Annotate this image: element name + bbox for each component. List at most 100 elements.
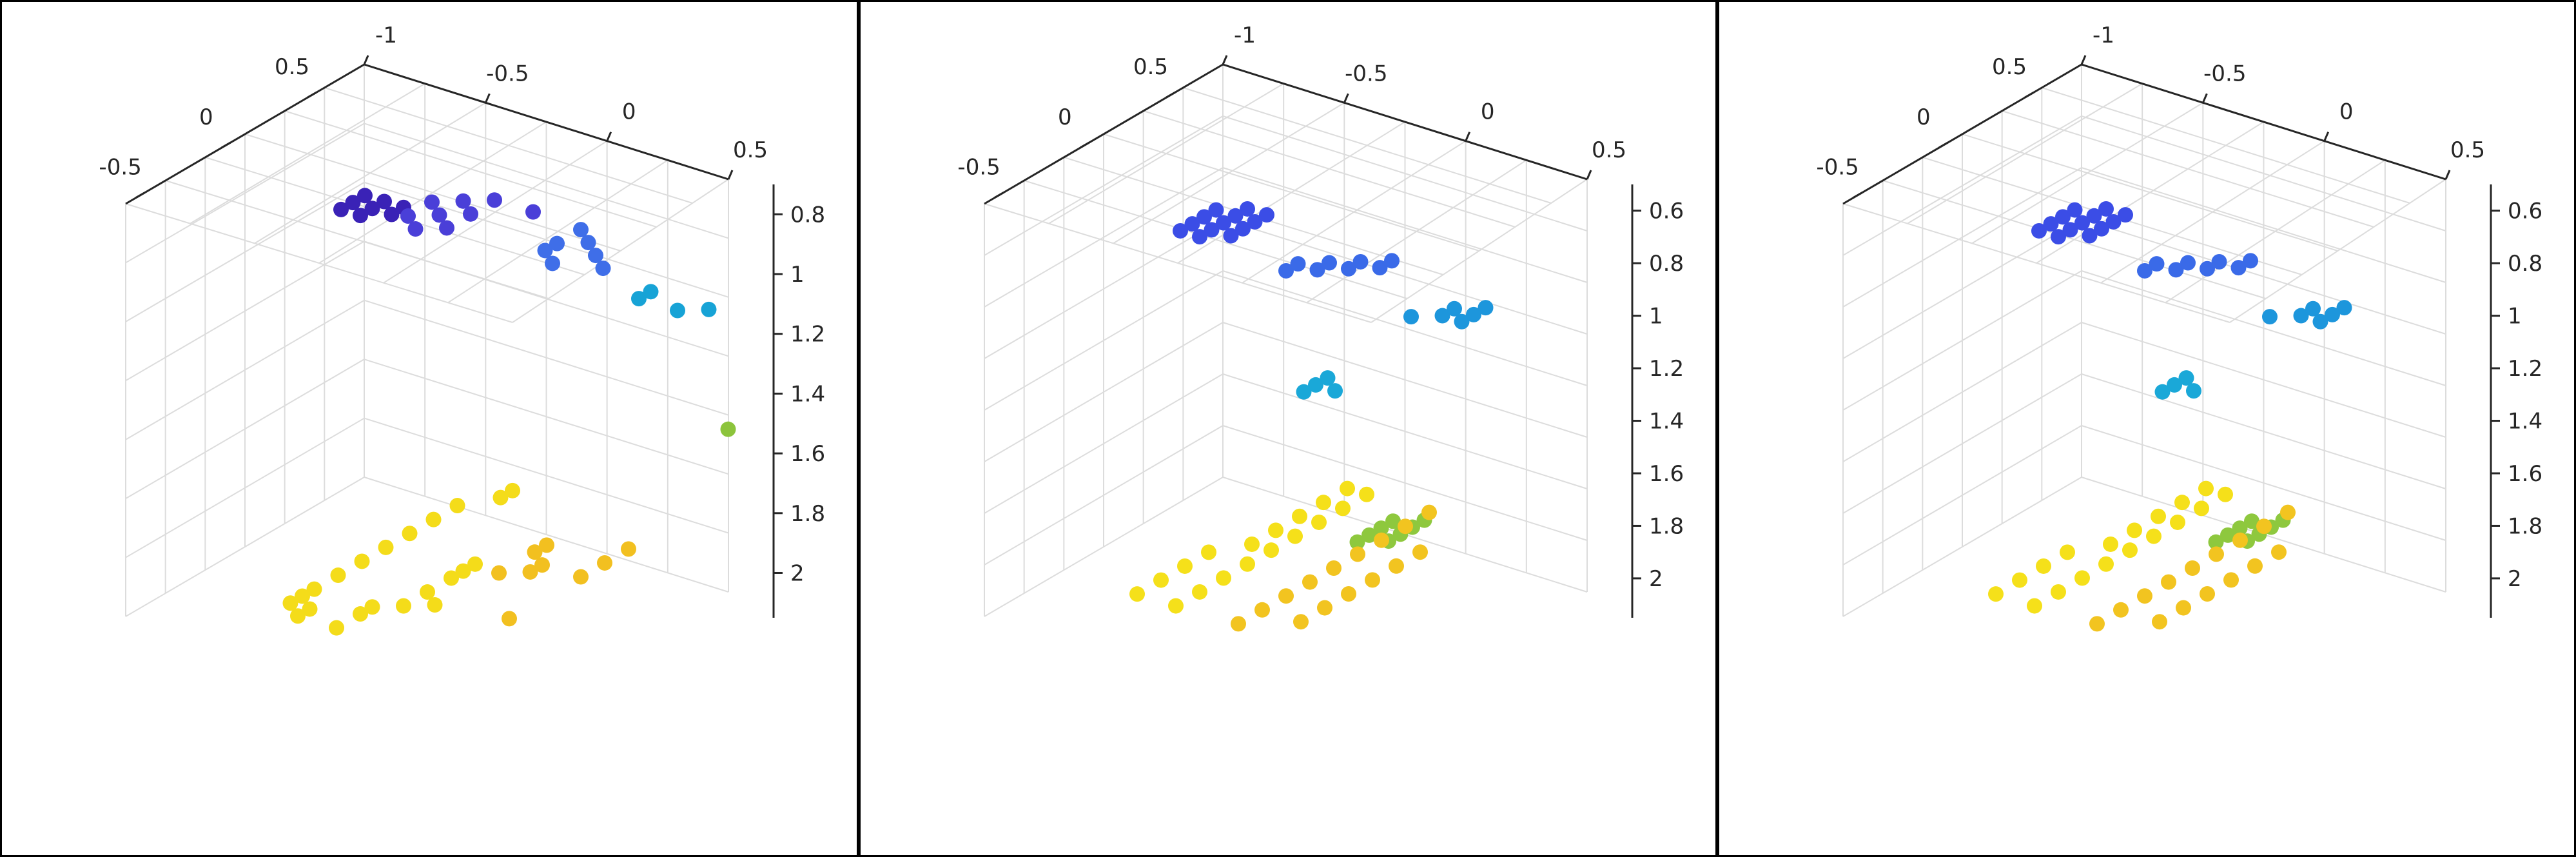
y-axis-line [1222, 63, 1588, 181]
data-point [2151, 508, 2166, 524]
data-point [1287, 528, 1303, 544]
data-point [2185, 560, 2200, 576]
data-point [1278, 588, 1294, 604]
data-point [1204, 222, 1220, 238]
data-point [2223, 572, 2239, 588]
data-point [2149, 256, 2165, 272]
grid-line [1222, 167, 1588, 283]
grid-line [2081, 167, 2446, 283]
chart-panel-3: -0.5 0 0.5 -1 -0.5 0 0.5 0.6 0.8 1 1.2 1.4 1.6 1.8 2 [1717, 0, 2576, 857]
y-tick-label: -0.5 [2203, 61, 2246, 86]
data-point [384, 206, 400, 222]
y-tick-label: 0.5 [1592, 137, 1626, 163]
data-point [2146, 528, 2161, 544]
data-point [2062, 222, 2078, 238]
x-tick-label: 0.5 [1133, 54, 1168, 80]
data-point [1302, 574, 1318, 590]
grid-line [125, 477, 365, 617]
x-tick-label: 0 [1917, 104, 1931, 130]
data-point [2031, 222, 2047, 239]
y-tick-mark [606, 132, 612, 142]
data-point [1434, 308, 1450, 324]
x-axis-line [125, 63, 365, 205]
point-cloud [282, 188, 736, 636]
point-cluster [631, 284, 717, 319]
data-point [2098, 556, 2114, 572]
data-point [2167, 377, 2182, 393]
data-point [1341, 586, 1356, 602]
data-point [2230, 260, 2247, 276]
data-point [1227, 208, 1244, 224]
data-point [573, 222, 589, 238]
grid-line [125, 299, 365, 440]
data-point [2027, 598, 2042, 614]
data-point [425, 511, 442, 527]
data-point [621, 541, 636, 557]
data-point [1372, 260, 1388, 276]
data-point [1352, 253, 1369, 270]
y-tick-mark [1586, 170, 1592, 180]
data-point [643, 284, 659, 300]
data-point [1478, 300, 1494, 316]
y-tick-mark [2444, 170, 2451, 180]
point-cluster [1129, 480, 1374, 614]
data-point [539, 537, 554, 553]
grid-line [984, 270, 1224, 411]
y-tick-mark [2201, 93, 2208, 103]
data-point [2305, 300, 2321, 317]
data-point [2256, 518, 2272, 535]
data-point [1129, 586, 1145, 602]
data-point [1389, 558, 1404, 574]
data-point [1235, 221, 1251, 237]
data-point [1359, 486, 1374, 502]
data-point [527, 544, 543, 560]
grid-line [984, 373, 1224, 514]
point-cluster [1231, 504, 1437, 632]
data-point [1293, 614, 1309, 630]
data-point [2043, 216, 2059, 232]
data-point [588, 248, 603, 264]
y-tick-label: -0.5 [1345, 61, 1387, 86]
x-tick-mark [135, 192, 146, 199]
grid-line [2081, 219, 2446, 335]
data-point [2137, 588, 2152, 604]
data-point [1373, 520, 1389, 537]
data-point [573, 569, 589, 585]
data-point [2336, 300, 2352, 316]
z-tick-label: 0.8 [790, 202, 825, 228]
x-tick-mark [2024, 91, 2034, 99]
y-tick-label: -1 [1234, 23, 1256, 48]
data-point [493, 489, 509, 506]
data-point [487, 192, 502, 208]
grid-line [984, 322, 1224, 462]
z-tick-label: 2 [2508, 566, 2522, 592]
data-point [2168, 262, 2184, 278]
data-point [2262, 309, 2278, 325]
data-point [444, 570, 459, 586]
data-point [1412, 544, 1428, 560]
data-point [2271, 544, 2287, 560]
y-tick-mark [727, 170, 734, 180]
y-tick-label: 0 [2339, 99, 2354, 125]
data-point [1216, 215, 1231, 231]
data-point [455, 563, 471, 579]
x-tick-mark [307, 91, 317, 99]
data-point [2243, 253, 2258, 269]
data-point [1311, 514, 1327, 530]
point-cloud [1129, 201, 1494, 632]
point-cluster [2262, 300, 2352, 330]
data-point [402, 526, 418, 542]
data-point [1254, 602, 1270, 618]
data-point [407, 221, 424, 237]
z-tick-label: 0.8 [2508, 251, 2542, 277]
data-point [396, 598, 411, 614]
data-point [333, 201, 349, 217]
data-point [2094, 221, 2109, 237]
point-cluster [2154, 370, 2201, 400]
data-point [2074, 215, 2090, 231]
grid [1842, 64, 2446, 617]
x-tick-mark [993, 192, 1004, 199]
data-point [1316, 495, 1331, 511]
y-tick-mark [1465, 132, 1471, 142]
